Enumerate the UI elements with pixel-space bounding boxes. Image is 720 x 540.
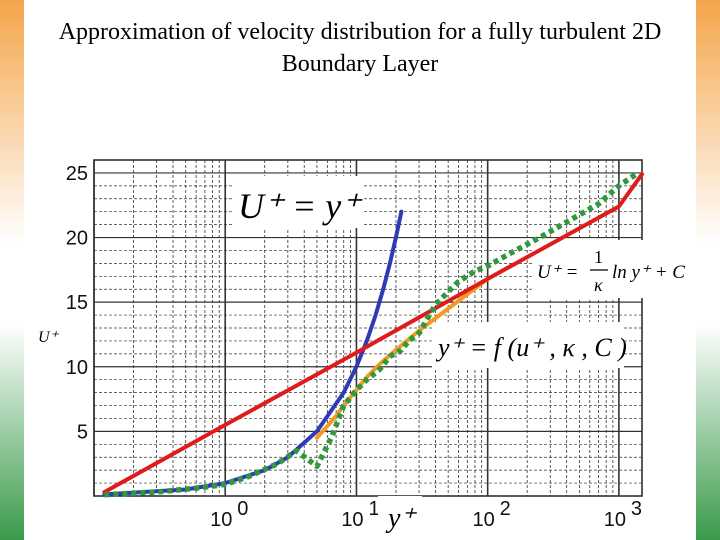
y-tick-label: 15 xyxy=(66,292,88,314)
x-tick-exponent: 2 xyxy=(500,498,511,520)
y-tick-label: 25 xyxy=(66,163,88,185)
x-axis-label: y⁺ xyxy=(385,503,417,534)
x-tick-label: 10 xyxy=(604,509,626,531)
viscous-eq-box xyxy=(232,176,362,228)
x-tick-exponent: 1 xyxy=(368,498,379,520)
y-tick-label: 5 xyxy=(77,421,88,443)
buffer-eq-label: y⁺ = f (u⁺ , κ , C ) xyxy=(435,333,627,362)
x-axis-label-bg xyxy=(378,496,422,530)
x-tick-exponent: 3 xyxy=(631,498,642,520)
log-eq-box xyxy=(532,240,702,298)
y-tick-label: 10 xyxy=(66,357,88,379)
title-line-2: Boundary Layer xyxy=(281,51,439,77)
buffer-eq-box xyxy=(432,322,624,368)
slide-title: Approximation of velocity distribution f… xyxy=(0,16,720,80)
y-tick-label: 20 xyxy=(66,228,88,250)
left-border-decoration xyxy=(0,0,26,540)
series-buffer-fit xyxy=(314,264,513,440)
x-tick-label: 10 xyxy=(341,509,363,531)
y-axis-label: U⁺ xyxy=(38,329,60,346)
x-tick-label: 10 xyxy=(473,509,495,531)
series-log-law xyxy=(102,172,644,495)
log-eq-denominator: κ xyxy=(594,275,603,295)
log-eq-rest: ln y⁺ + C xyxy=(612,262,685,283)
x-tick-label: 10 xyxy=(210,509,232,531)
log-eq-lhs: U⁺ = xyxy=(537,262,578,283)
title-line-1: Approximation of velocity distribution f… xyxy=(58,19,662,45)
log-eq-numerator: 1 xyxy=(594,247,603,267)
x-tick-exponent: 0 xyxy=(237,498,248,520)
chart-series xyxy=(102,170,644,498)
series-measured xyxy=(104,170,640,498)
viscous-eq-label: U⁺ = y⁺ xyxy=(238,186,363,226)
